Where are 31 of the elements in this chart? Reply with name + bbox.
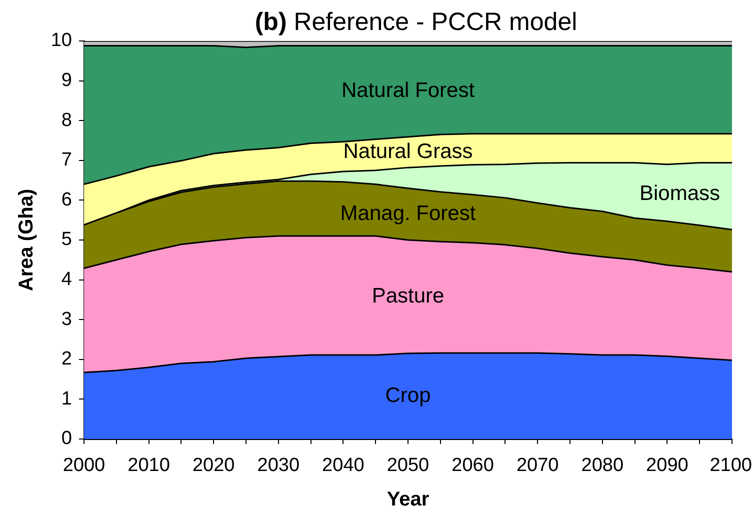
y-tick-label: 0: [61, 428, 72, 450]
y-tick-label: 4: [61, 269, 72, 290]
series-label: Biomass: [639, 182, 720, 205]
x-tick-label: 2070: [516, 455, 559, 476]
y-axis-title: Area (Gha): [16, 188, 38, 292]
y-tick-label: 9: [61, 70, 72, 92]
x-tick-label: 2060: [452, 455, 494, 476]
chart-title: (b) Reference - PCCR model: [254, 8, 578, 36]
x-tick-label: 2090: [646, 455, 688, 476]
y-tick-label: 10: [50, 30, 72, 52]
series-label: Natural Forest: [341, 79, 475, 102]
x-tick-label: 2030: [257, 455, 300, 476]
x-tick-label: 2000: [62, 455, 106, 476]
x-tick-label: 2100: [710, 455, 752, 476]
x-tick-label: 2010: [128, 455, 170, 476]
x-axis-title: Year: [386, 488, 430, 511]
y-tick-label: 3: [61, 308, 72, 330]
y-tick-label: 1: [61, 388, 72, 410]
x-tick-label: 2080: [581, 455, 624, 476]
x-tick-label: 2050: [386, 455, 430, 476]
y-tick-label: 8: [61, 110, 72, 131]
series-label: Manag. Forest: [340, 202, 476, 225]
y-tick-label: 7: [61, 150, 72, 171]
series-label: Pasture: [372, 284, 444, 308]
x-tick-label: 2040: [322, 455, 364, 476]
series-label: Crop: [385, 384, 431, 408]
y-tick-label: 5: [61, 229, 72, 250]
x-tick-label: 2020: [192, 455, 235, 476]
y-tick-label: 2: [61, 348, 72, 370]
series-label: Natural Grass: [343, 140, 473, 164]
y-tick-label: 6: [61, 189, 72, 210]
